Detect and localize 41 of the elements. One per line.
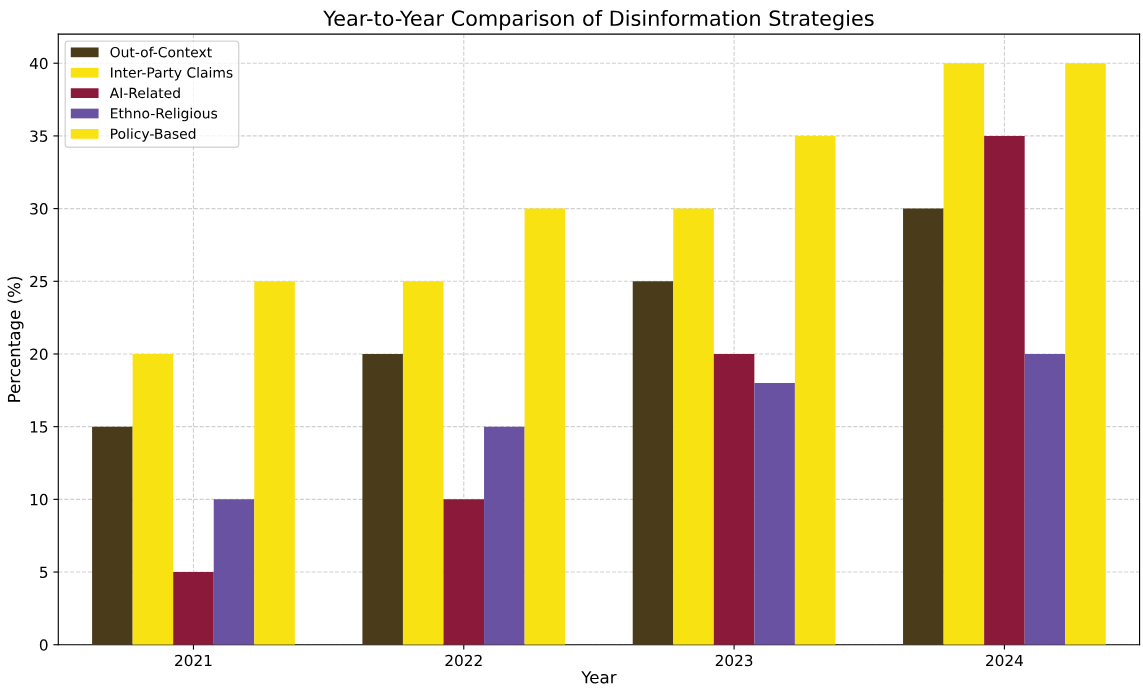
legend-label: Ethno-Religious: [111, 107, 218, 122]
x-axis-title: Year: [581, 671, 617, 684]
bar: [903, 208, 944, 645]
legend-label: Out-of-Context: [110, 46, 212, 58]
bar: [132, 353, 174, 645]
bar: [443, 499, 485, 645]
bar: [713, 353, 755, 645]
y-tick-label: 30: [30, 203, 48, 215]
bar: [632, 281, 674, 645]
bar: [1024, 353, 1066, 645]
bar: [254, 281, 295, 645]
bar: [213, 499, 255, 645]
bar: [362, 353, 403, 645]
x-tick-label: 2023: [715, 654, 753, 667]
bar: [754, 383, 795, 645]
y-tick-label: 10: [30, 493, 48, 506]
bar: [484, 426, 525, 645]
y-tick-label: 15: [30, 421, 48, 433]
bar: [524, 208, 566, 645]
legend-label: Inter-Party Claims: [111, 67, 233, 81]
bar: [92, 426, 133, 645]
y-tick-label: 40: [29, 57, 48, 70]
bar: [673, 208, 714, 645]
legend-label: Policy-Based: [111, 128, 196, 142]
x-tick-label: 2021: [175, 654, 212, 667]
x-tick-label: 2022: [445, 654, 482, 667]
bar: [984, 135, 1025, 645]
bar: [1065, 63, 1106, 645]
y-tick-label: 0: [39, 639, 48, 651]
x-tick-label: 2024: [986, 654, 1023, 667]
chart-title: Year-to-Year Comparison of Disinformation Strategies: [323, 9, 874, 31]
legend-label: AI-Related: [109, 87, 180, 99]
bar: [173, 572, 214, 645]
bar: [794, 135, 836, 645]
bar: [402, 281, 444, 645]
y-tick-label: 20: [30, 348, 48, 360]
bar: [943, 63, 985, 645]
y-tick-label: 5: [40, 566, 48, 579]
y-tick-label: 25: [30, 275, 48, 288]
y-tick-label: 35: [30, 130, 48, 142]
y-axis-title: Percentage (%): [7, 276, 24, 402]
